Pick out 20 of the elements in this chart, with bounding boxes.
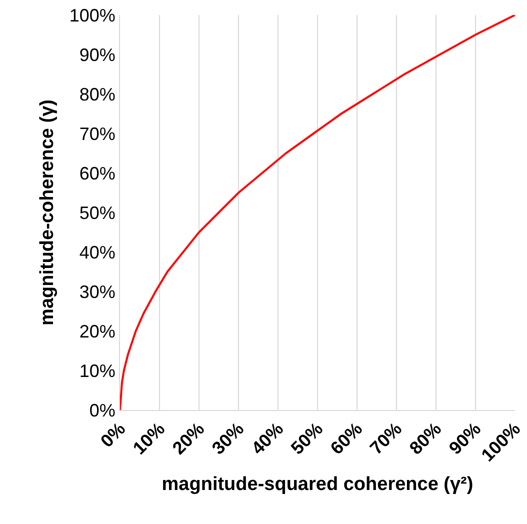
y-tick-label: 40% (79, 242, 116, 262)
y-tick-label: 80% (79, 84, 116, 104)
y-tick-label: 30% (79, 282, 116, 302)
y-axis-title: magnitude-coherence (γ) (37, 100, 58, 326)
y-tick-label: 70% (79, 124, 116, 144)
y-tick-label: 10% (79, 360, 116, 381)
y-tick-label: 0% (89, 400, 116, 420)
line-series (120, 15, 515, 410)
x-tick-label: 70% (366, 418, 406, 458)
x-tick-label: 80% (406, 418, 446, 458)
x-tick-label: 40% (248, 418, 288, 458)
x-tick-label: 60% (326, 418, 366, 458)
y-tick-label: 60% (79, 163, 116, 184)
y-tick-label: 90% (79, 44, 116, 65)
x-axis-title: magnitude-squared coherence (γ²) (162, 474, 474, 496)
y-tick-label: 50% (79, 202, 116, 223)
x-tick-label: 50% (287, 418, 327, 458)
x-tick-label: 30% (208, 418, 248, 458)
y-tick-label: 20% (79, 321, 116, 342)
y-tick-label: 100% (69, 5, 116, 26)
